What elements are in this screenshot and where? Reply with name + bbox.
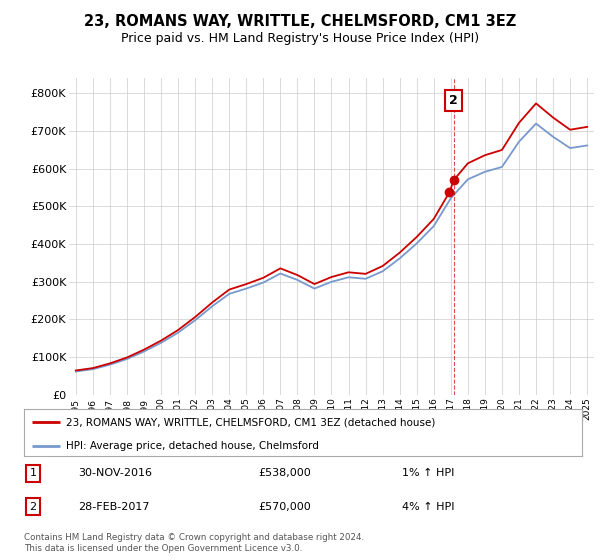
Text: Contains HM Land Registry data © Crown copyright and database right 2024.
This d: Contains HM Land Registry data © Crown c… xyxy=(24,533,364,553)
Text: £570,000: £570,000 xyxy=(258,502,311,512)
Text: 23, ROMANS WAY, WRITTLE, CHELMSFORD, CM1 3EZ: 23, ROMANS WAY, WRITTLE, CHELMSFORD, CM1… xyxy=(84,14,516,29)
Text: Price paid vs. HM Land Registry's House Price Index (HPI): Price paid vs. HM Land Registry's House … xyxy=(121,32,479,45)
Text: 2: 2 xyxy=(29,502,37,512)
Text: HPI: Average price, detached house, Chelmsford: HPI: Average price, detached house, Chel… xyxy=(66,441,319,451)
Text: 4% ↑ HPI: 4% ↑ HPI xyxy=(402,502,455,512)
Text: 1: 1 xyxy=(29,468,37,478)
Text: 28-FEB-2017: 28-FEB-2017 xyxy=(78,502,149,512)
Text: 23, ROMANS WAY, WRITTLE, CHELMSFORD, CM1 3EZ (detached house): 23, ROMANS WAY, WRITTLE, CHELMSFORD, CM1… xyxy=(66,417,435,427)
Text: 1% ↑ HPI: 1% ↑ HPI xyxy=(402,468,454,478)
Text: 30-NOV-2016: 30-NOV-2016 xyxy=(78,468,152,478)
Text: £538,000: £538,000 xyxy=(258,468,311,478)
Text: 2: 2 xyxy=(449,94,458,107)
